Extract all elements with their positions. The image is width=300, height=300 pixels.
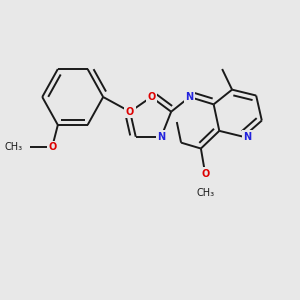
Text: N: N: [157, 132, 165, 142]
Text: CH₃: CH₃: [4, 142, 22, 152]
Text: CH₃: CH₃: [196, 188, 214, 198]
Text: O: O: [201, 169, 209, 178]
Text: O: O: [126, 107, 134, 117]
Text: N: N: [243, 132, 251, 142]
Text: O: O: [147, 92, 155, 102]
Text: O: O: [48, 142, 56, 152]
Text: N: N: [185, 92, 194, 102]
